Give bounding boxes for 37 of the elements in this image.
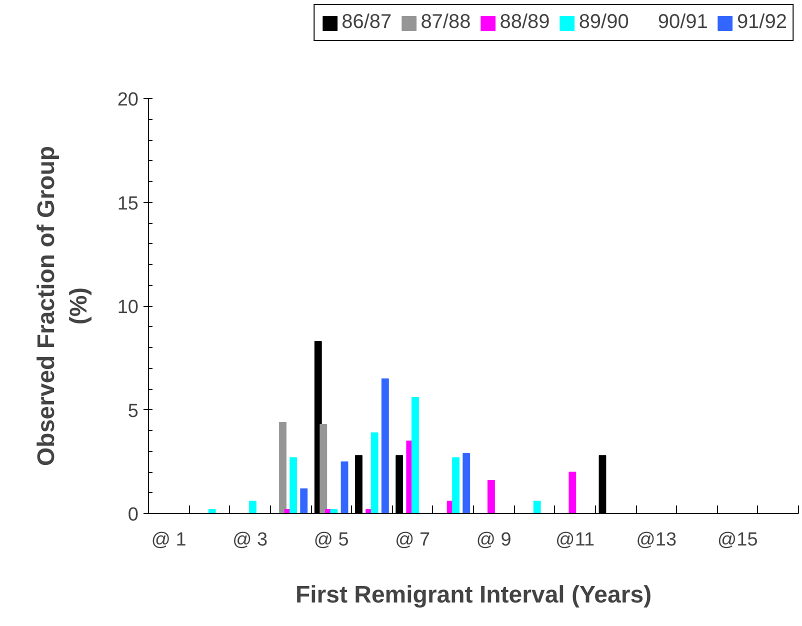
text: 90/91 (658, 11, 708, 34)
bar (300, 488, 308, 514)
bar (568, 472, 576, 514)
bar (533, 500, 541, 514)
bar (487, 480, 495, 514)
y-axis-title: Observed Fraction of Group (%) (32, 146, 92, 466)
x-tick-label: @ 7 (394, 530, 430, 550)
bar (208, 509, 216, 514)
x-tick-label: @11 (556, 530, 595, 550)
bar (381, 378, 389, 514)
x-tick-label: @15 (717, 530, 758, 550)
legend-label: 91/92 (736, 11, 787, 34)
bar (279, 422, 286, 514)
x-axis-title: First Remigrant Interval (Years) (295, 582, 652, 608)
legend-label: 87/88 (420, 11, 471, 34)
x-tick-label: @ 1 (151, 530, 186, 550)
x-tick-label: @ 9 (476, 530, 512, 550)
bar (320, 424, 328, 514)
bar (452, 457, 460, 514)
legend-label: 88/89 (500, 11, 550, 34)
x-tick-label: @ 5 (314, 530, 349, 550)
y-tick-label: 5 (128, 400, 139, 422)
legend-label: 86/87 (342, 11, 392, 34)
bar (370, 432, 378, 514)
x-tick-label: @13 (636, 530, 677, 550)
bar (340, 461, 348, 514)
bar (290, 457, 298, 514)
legend-label: 89/90 (578, 11, 629, 34)
y-tick-label: 10 (117, 297, 139, 318)
bar (330, 509, 338, 514)
y-tick-label: 15 (117, 193, 139, 214)
x-tick-label: @ 3 (232, 530, 268, 550)
bar (249, 500, 256, 514)
bar (462, 453, 470, 514)
bar (412, 397, 419, 514)
y-tick-label: 20 (117, 90, 139, 110)
y-tick-label: 0 (128, 504, 139, 526)
